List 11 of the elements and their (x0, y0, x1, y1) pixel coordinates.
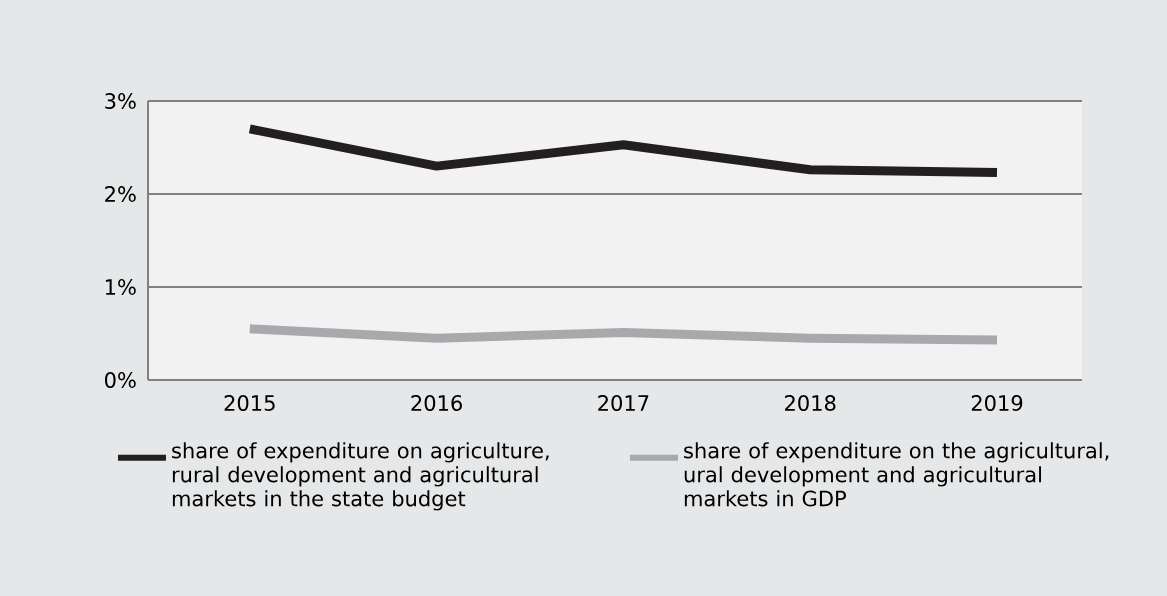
x-tick-label: 2019 (971, 395, 1023, 411)
y-tick-label: 0% (105, 372, 136, 388)
legend-label: share of expenditure on agriculture, rural development and agricultural markets in the state budget (172, 442, 549, 511)
x-tick-label: 2016 (411, 395, 462, 411)
y-tick-label: 3% (105, 93, 136, 109)
y-tick-label: 2% (105, 186, 136, 202)
x-tick-label: 2015 (224, 395, 275, 411)
x-tick-label: 2018 (785, 395, 836, 411)
y-tick-label: 1% (105, 279, 136, 295)
legend-label: share of expenditure on the agricultural, ural development and agricultural markets in GDP (684, 442, 1109, 507)
x-tick-label: 2017 (598, 395, 649, 411)
